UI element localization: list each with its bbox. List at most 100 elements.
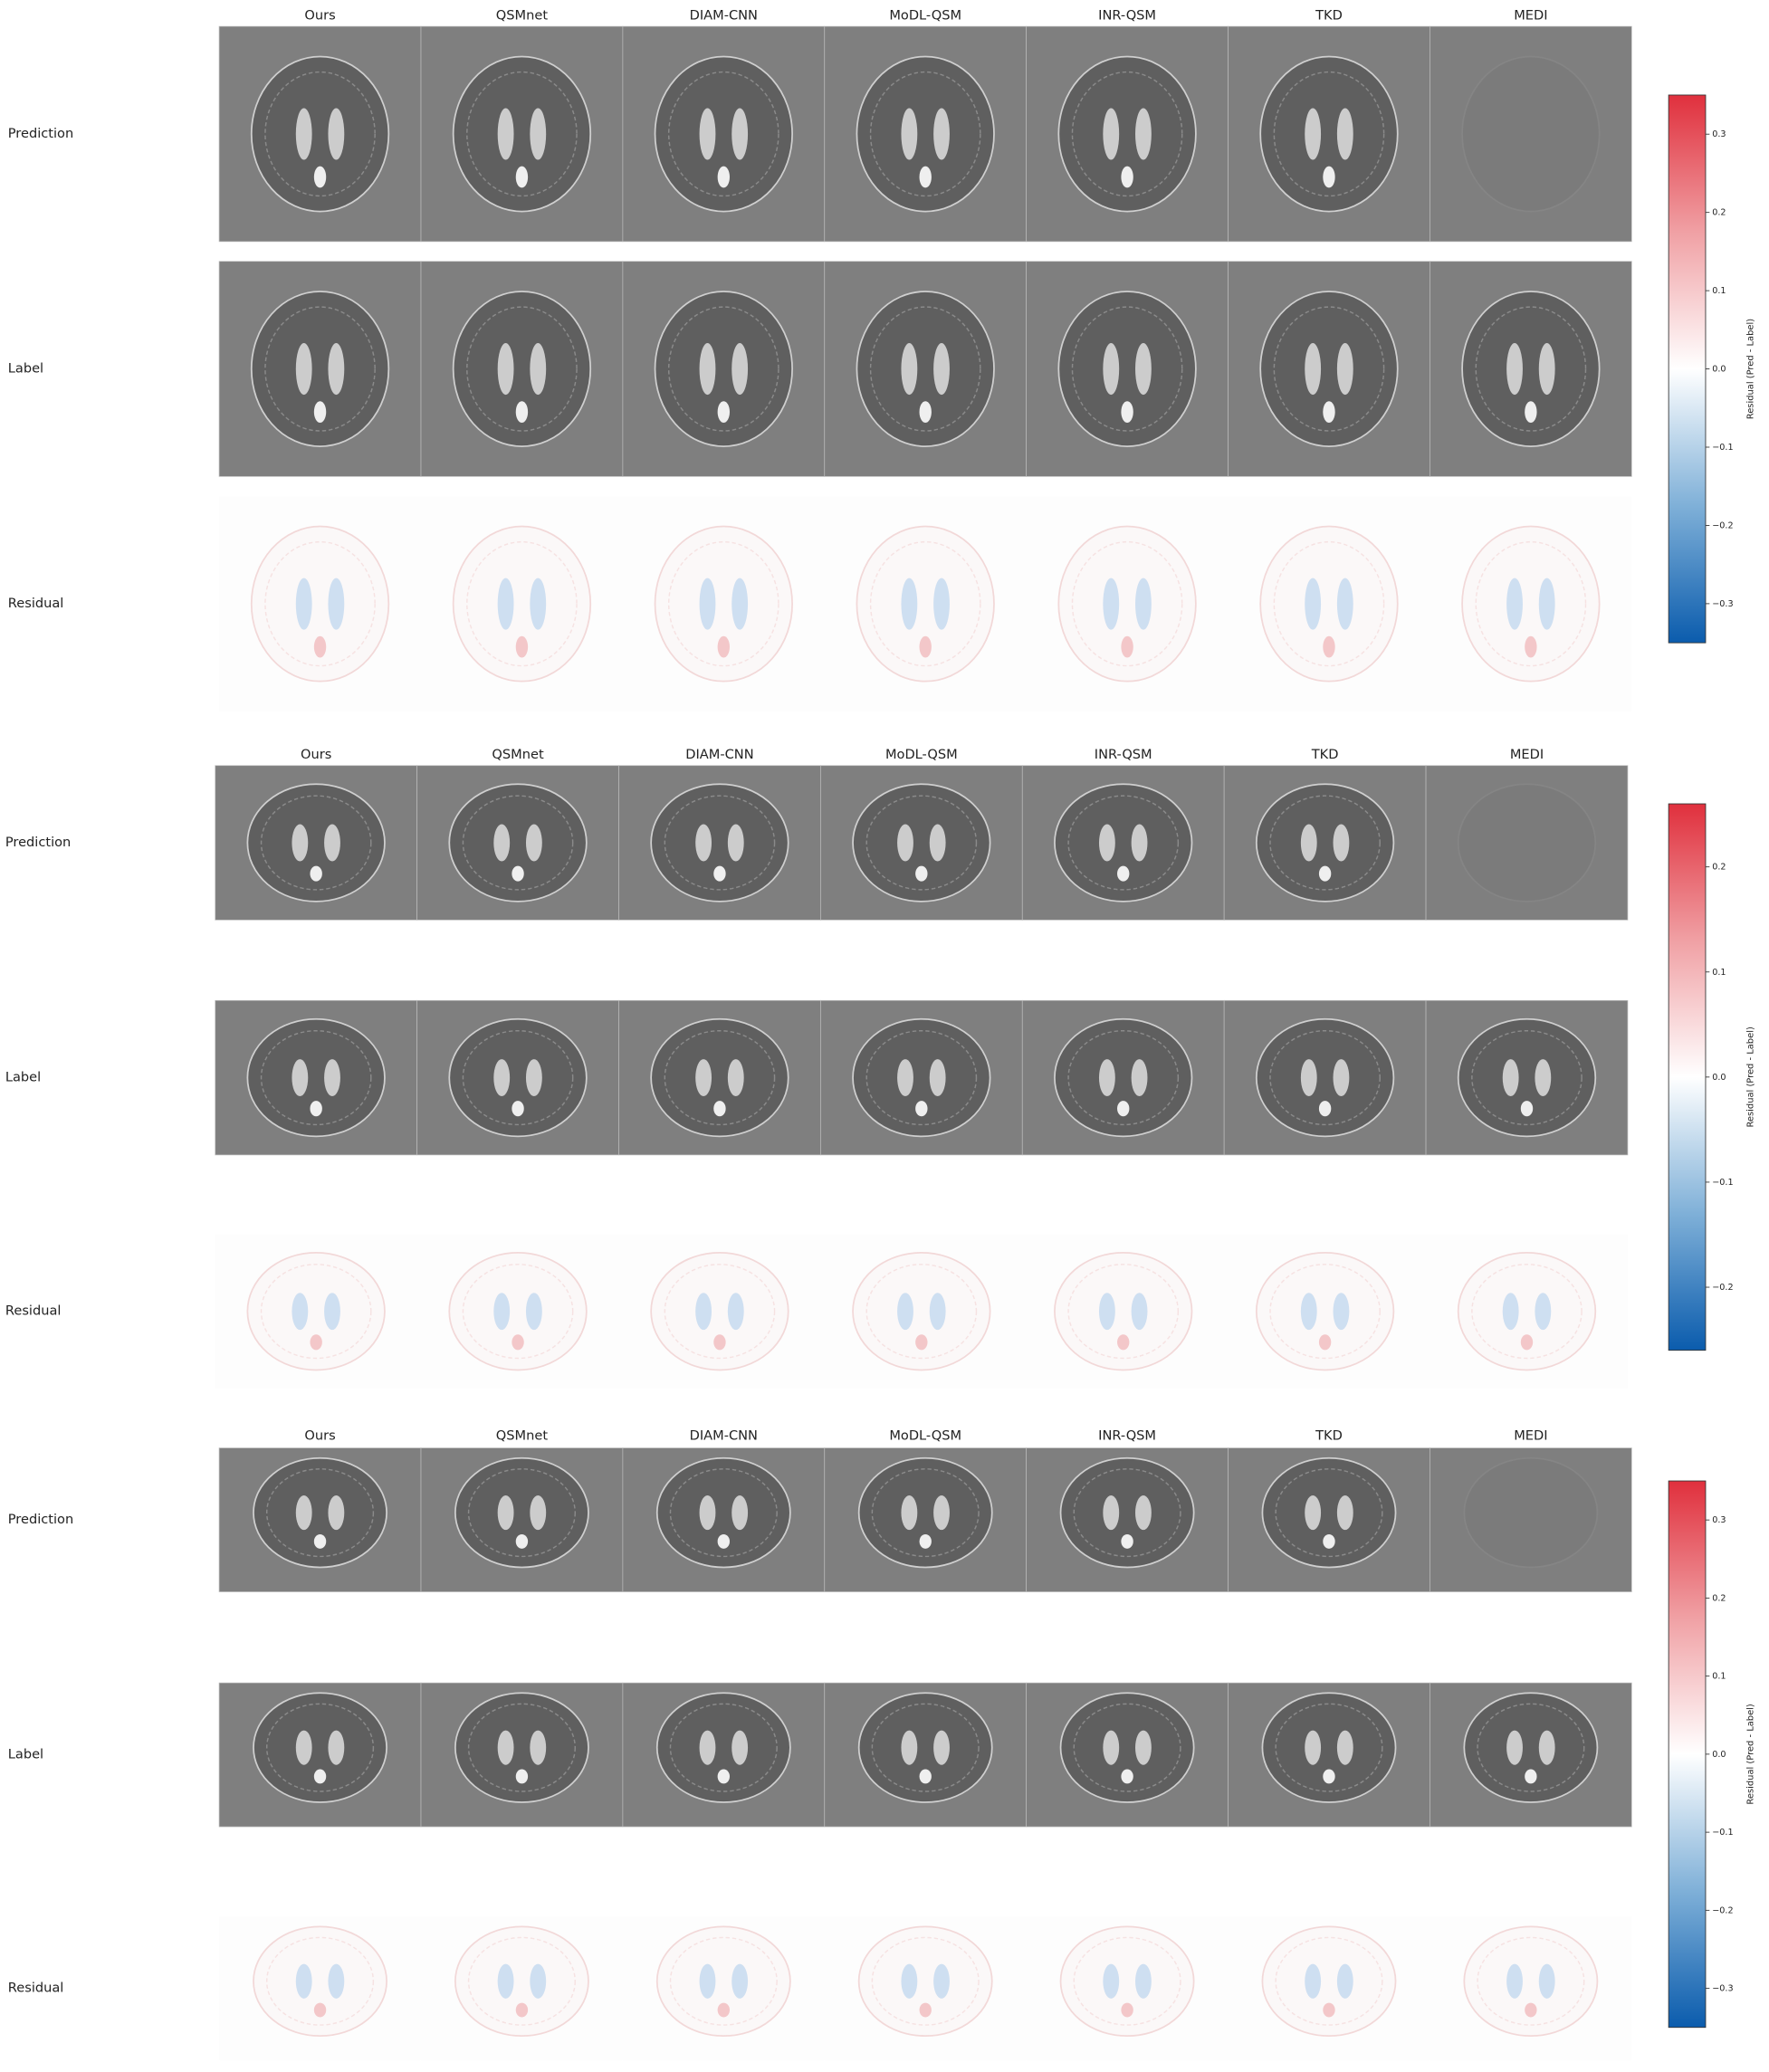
brain-structure bbox=[933, 1730, 950, 1765]
tick-label: 0.3 bbox=[1712, 1515, 1726, 1525]
brain-structure bbox=[901, 343, 918, 396]
brain-structure bbox=[933, 1495, 950, 1531]
brain-structure bbox=[713, 1101, 726, 1117]
brain-structure bbox=[919, 1533, 932, 1549]
brain-structure bbox=[1333, 824, 1350, 862]
brain bbox=[1057, 55, 1197, 213]
column-title: Ours bbox=[301, 747, 331, 762]
brain-structure bbox=[717, 166, 731, 188]
brain-cortex bbox=[1071, 71, 1183, 197]
brain-structure bbox=[313, 1533, 327, 1549]
brain-structure bbox=[493, 1293, 511, 1331]
tick-label: 0.1 bbox=[1712, 968, 1726, 978]
brain bbox=[852, 1251, 991, 1371]
brain-structure bbox=[1135, 1730, 1152, 1765]
brain-structure bbox=[512, 1101, 524, 1117]
brain-structure bbox=[1103, 343, 1120, 396]
brain-structure bbox=[525, 824, 542, 862]
brain-structure bbox=[310, 1334, 322, 1351]
brain-structure bbox=[1098, 1293, 1115, 1331]
brain-cortex bbox=[1477, 1703, 1585, 1792]
brain bbox=[1255, 1251, 1395, 1371]
brain-structure bbox=[295, 578, 312, 630]
image-tile bbox=[622, 1682, 826, 1828]
brain bbox=[655, 1925, 791, 2038]
column-title: INR-QSM bbox=[1095, 747, 1152, 762]
brain bbox=[1059, 1692, 1195, 1803]
brain-structure bbox=[929, 1293, 946, 1331]
brain-structure bbox=[1323, 401, 1335, 423]
brain-cortex bbox=[1073, 1936, 1181, 2026]
brain-structure bbox=[1318, 1334, 1332, 1351]
column-title: MEDI bbox=[1514, 1427, 1547, 1443]
brain-cortex bbox=[1471, 1264, 1583, 1360]
tick-label: −0.1 bbox=[1712, 443, 1733, 453]
brain bbox=[246, 783, 386, 902]
brain-structure bbox=[515, 635, 529, 658]
brain bbox=[253, 1692, 387, 1803]
tick-label: −0.3 bbox=[1712, 599, 1733, 609]
brain-structure bbox=[1305, 343, 1322, 396]
brain-cortex bbox=[1275, 1936, 1383, 2026]
image-tile bbox=[1430, 1916, 1632, 2061]
image-tile bbox=[1026, 25, 1229, 243]
brain-structure bbox=[1323, 2002, 1335, 2018]
brain-structure bbox=[717, 1533, 731, 1549]
brain bbox=[1457, 1017, 1597, 1138]
brain-structure bbox=[1506, 343, 1523, 396]
image-tile bbox=[622, 261, 826, 477]
brain bbox=[452, 291, 592, 447]
brain-cortex bbox=[865, 795, 978, 891]
row-label: Label bbox=[8, 361, 43, 377]
brain-structure bbox=[897, 1293, 913, 1331]
brain-structure bbox=[929, 824, 946, 862]
brain bbox=[454, 1925, 589, 2038]
brain-structure bbox=[717, 2002, 731, 2018]
brain-cortex bbox=[664, 795, 776, 891]
brain-structure bbox=[1103, 108, 1120, 160]
tick-label: 0.2 bbox=[1712, 208, 1726, 218]
tick-label: 0.2 bbox=[1712, 863, 1726, 873]
brain-structure bbox=[1333, 1293, 1350, 1331]
brain bbox=[1461, 525, 1601, 683]
brain-structure bbox=[530, 578, 547, 630]
brain-cortex bbox=[462, 1264, 574, 1360]
brain-structure bbox=[1305, 108, 1322, 160]
brain-structure bbox=[497, 578, 514, 630]
brain-structure bbox=[901, 1495, 918, 1531]
image-tile bbox=[824, 496, 1027, 711]
brain bbox=[1261, 1692, 1397, 1803]
brain-structure bbox=[313, 2002, 327, 2018]
brain-structure bbox=[919, 635, 932, 658]
brain-structure bbox=[1336, 1495, 1353, 1531]
brain-cortex bbox=[664, 1264, 776, 1360]
brain-cortex bbox=[1071, 306, 1183, 432]
brain bbox=[1457, 783, 1597, 902]
brain-structure bbox=[1538, 1963, 1555, 1999]
brain-structure bbox=[727, 824, 744, 862]
brain bbox=[856, 525, 995, 683]
brain bbox=[852, 1017, 991, 1138]
brain bbox=[1057, 525, 1197, 683]
brain-structure bbox=[1323, 166, 1335, 188]
brain-cortex bbox=[260, 1029, 372, 1126]
brain-structure bbox=[1525, 1769, 1537, 1784]
brain bbox=[1057, 291, 1197, 447]
brain bbox=[654, 291, 793, 447]
brain-structure bbox=[1323, 635, 1335, 658]
image-tile bbox=[1228, 496, 1430, 711]
image-tile bbox=[1426, 1234, 1628, 1389]
brain bbox=[250, 525, 390, 683]
brain-structure bbox=[1103, 1963, 1120, 1999]
brain-structure bbox=[1305, 1495, 1322, 1531]
brain bbox=[250, 291, 390, 447]
image-tile bbox=[1026, 261, 1229, 477]
brain bbox=[448, 1251, 588, 1371]
brain-structure bbox=[919, 166, 932, 188]
image-tile bbox=[416, 765, 619, 921]
brain-structure bbox=[1525, 635, 1537, 658]
brain-structure bbox=[897, 824, 913, 862]
brain-structure bbox=[324, 1059, 340, 1097]
brain-structure bbox=[1131, 1293, 1148, 1331]
brain bbox=[1255, 783, 1395, 902]
